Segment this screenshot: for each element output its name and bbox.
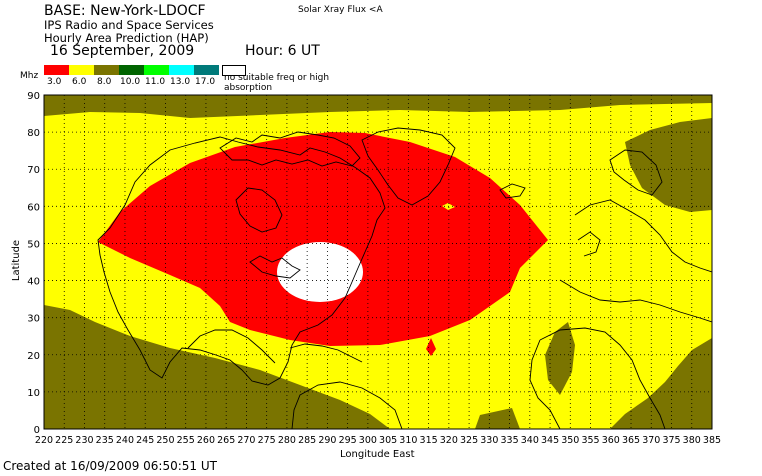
x-tick-labels: 220 225 230 235 240 245 250 255 260 265 270 275 280 2… xyxy=(35,435,721,446)
coastline-north-america xyxy=(97,136,386,386)
zone-3mhz xyxy=(98,132,548,346)
legend-label-3: 3.0 xyxy=(47,77,62,87)
x-tick-label: 295 xyxy=(339,435,357,446)
legend-label-8: 8.0 xyxy=(97,77,112,87)
x-tick-label: 325 xyxy=(460,435,478,446)
coastlines xyxy=(97,127,712,429)
x-tick-label: 225 xyxy=(55,435,73,446)
zone-8mhz-small xyxy=(545,322,575,395)
x-tick-label: 230 xyxy=(75,435,93,446)
x-tick-label: 335 xyxy=(501,435,519,446)
zone-8mhz-southwest xyxy=(44,305,390,429)
x-tick-label: 380 xyxy=(683,435,701,446)
x-axis-title: Longitude East xyxy=(340,449,415,460)
y-tick-label: 0 xyxy=(34,425,40,436)
y-tick-labels: 0 10 20 30 40 50 60 70 80 90 xyxy=(27,91,40,436)
coastline-arctic-islands xyxy=(219,131,361,167)
x-tick-label: 375 xyxy=(662,435,680,446)
x-tick-label: 320 xyxy=(440,435,458,446)
x-tick-label: 340 xyxy=(521,435,539,446)
zone-8mhz-northeast xyxy=(625,118,712,212)
legend-label-no-freq: no suitable freq or high absorption xyxy=(224,73,330,93)
x-tick-label: 300 xyxy=(359,435,377,446)
x-tick-label: 275 xyxy=(258,435,276,446)
x-tick-label: 385 xyxy=(703,435,721,446)
map-frame xyxy=(43,94,713,430)
y-tick-label: 70 xyxy=(27,165,40,176)
y-axis-title: Latitude xyxy=(11,239,23,282)
legend-swatch-6 xyxy=(69,65,94,75)
coastline-gulf xyxy=(187,329,276,364)
legend-swatch-no-freq xyxy=(222,65,246,76)
coastline-great-lakes xyxy=(249,255,301,279)
y-tick-label: 10 xyxy=(27,388,40,399)
legend-swatch-17 xyxy=(194,65,219,75)
y-tick-label: 90 xyxy=(27,91,40,102)
x-tick-label: 270 xyxy=(237,435,255,446)
date-text: 16 September, 2009 xyxy=(50,43,195,59)
legend-label-11: 11.0 xyxy=(145,77,166,87)
title-block: BASE: New-York-LDOCF IPS Radio and Space… xyxy=(44,3,214,45)
x-tick-label: 355 xyxy=(581,435,599,446)
legend-swatch-8 xyxy=(94,65,119,75)
x-tick-label: 255 xyxy=(177,435,195,446)
x-tick-label: 285 xyxy=(298,435,316,446)
x-tick-label: 265 xyxy=(217,435,235,446)
x-tick-label: 345 xyxy=(541,435,559,446)
solar-flux-note: Solar Xray Flux <A xyxy=(298,5,383,15)
legend-swatch-11 xyxy=(144,65,169,75)
x-tick-label: 260 xyxy=(197,435,215,446)
y-tick-label: 80 xyxy=(27,128,40,139)
map-plot-area xyxy=(44,95,712,429)
y-tick-label: 30 xyxy=(27,314,40,325)
x-tick-label: 350 xyxy=(561,435,579,446)
legend-unit: Mhz xyxy=(20,71,39,81)
base-title: BASE: New-York-LDOCF xyxy=(44,3,206,19)
y-tick-label: 50 xyxy=(27,239,40,250)
coastline-caribbean xyxy=(289,343,363,363)
legend-label-10: 10.0 xyxy=(120,77,141,87)
coastline-hudson-bay xyxy=(235,187,283,233)
x-tick-label: 365 xyxy=(622,435,640,446)
legend-label-17: 17.0 xyxy=(195,77,216,87)
coastline-europe xyxy=(559,199,712,323)
coastline-greenland xyxy=(361,127,456,206)
x-tick-label: 220 xyxy=(35,435,53,446)
coastline-scandinavia xyxy=(609,149,663,196)
created-timestamp: Created at 16/09/2009 06:50:51 UT xyxy=(3,459,217,473)
x-tick-label: 310 xyxy=(399,435,417,446)
hour-text: Hour: 6 UT xyxy=(245,43,320,59)
date-line: 16 September, 2009 Hour: 6 UT xyxy=(50,43,390,59)
x-tick-label: 330 xyxy=(480,435,498,446)
legend-swatch-3 xyxy=(44,65,69,75)
x-tick-label: 280 xyxy=(278,435,296,446)
legend-label-6: 6.0 xyxy=(72,77,87,87)
legend-label-13: 13.0 xyxy=(170,77,191,87)
coastline-south-america xyxy=(291,381,403,429)
x-tick-label: 240 xyxy=(116,435,134,446)
zone-8mhz-small-2 xyxy=(475,408,520,429)
zone-8mhz-north xyxy=(44,95,712,118)
y-tick-label: 40 xyxy=(27,277,40,288)
zone-8mhz-southeast xyxy=(610,338,712,429)
legend-swatch-13 xyxy=(169,65,194,75)
x-tick-label: 235 xyxy=(96,435,114,446)
y-tick-label: 60 xyxy=(27,202,40,213)
x-tick-label: 245 xyxy=(136,435,154,446)
x-tick-label: 305 xyxy=(379,435,397,446)
coastline-iceland xyxy=(499,183,526,199)
zone-no-freq xyxy=(277,242,363,302)
product-name: Hourly Area Prediction (HAP) xyxy=(44,31,209,45)
x-tick-label: 360 xyxy=(602,435,620,446)
coastline-africa xyxy=(529,327,666,429)
x-tick-label: 370 xyxy=(642,435,660,446)
org-name: IPS Radio and Space Services xyxy=(44,18,214,32)
x-tick-label: 290 xyxy=(318,435,336,446)
x-tick-label: 250 xyxy=(156,435,174,446)
y-tick-label: 20 xyxy=(27,351,40,362)
x-tick-label: 315 xyxy=(420,435,438,446)
legend-swatch-10 xyxy=(119,65,144,75)
